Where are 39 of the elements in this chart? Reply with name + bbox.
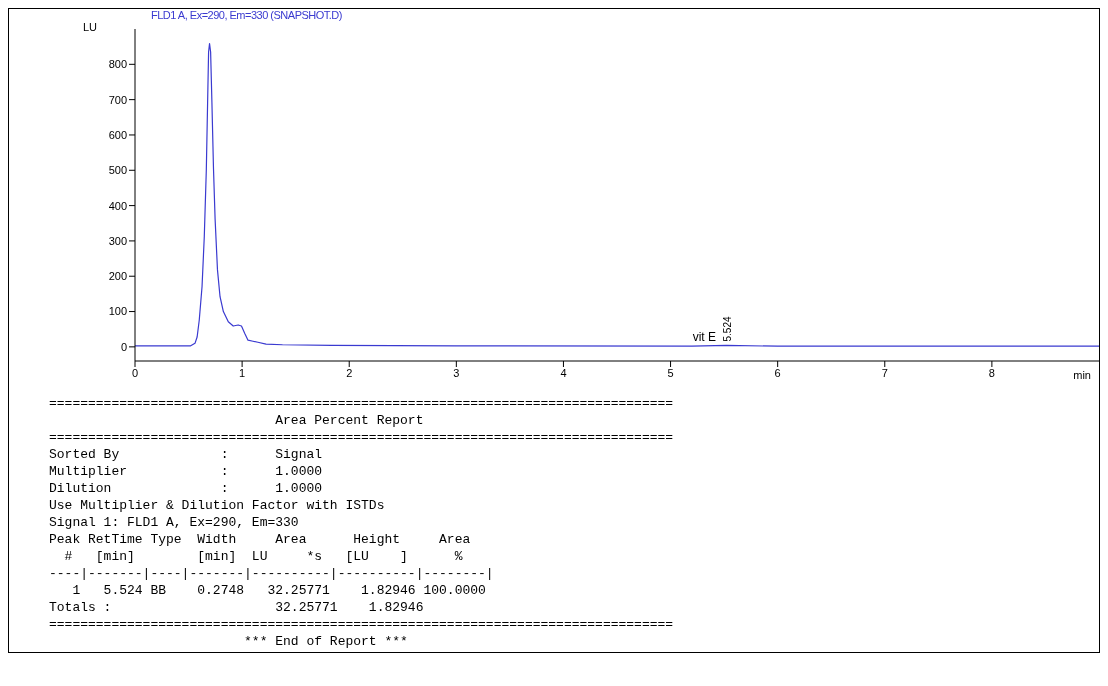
y-tick-label: 400 bbox=[108, 199, 127, 212]
x-tick-label: 6 bbox=[774, 366, 781, 379]
y-tick-label: 700 bbox=[108, 93, 127, 106]
text: ================================================================================ bbox=[49, 395, 675, 412]
text: ================================================================================ bbox=[49, 429, 675, 446]
y-tick-label: 100 bbox=[108, 305, 127, 318]
y-tick-label: 0 bbox=[120, 340, 127, 353]
text: Signal 1: FLD1 A, Ex=290, Em=330 bbox=[49, 514, 300, 531]
y-tick-label: 300 bbox=[108, 234, 127, 247]
text: ----|-------|----|-------|----------|----------|--------| bbox=[49, 565, 495, 582]
text: Area Percent Report bbox=[274, 412, 425, 429]
text: 1 5.524 BB 0.2748 32.25771 1.82946 100.0000 bbox=[71, 582, 487, 599]
text: ================================================================================ bbox=[49, 616, 675, 633]
text: # [min] [min] LU *s [LU ] % bbox=[63, 548, 464, 565]
y-axis-title: LU bbox=[83, 20, 98, 33]
text: Use Multiplier & Dilution Factor with ISTDs bbox=[49, 497, 386, 514]
annotation: 5.524 bbox=[721, 316, 733, 342]
x-tick-label: 2 bbox=[346, 366, 353, 379]
chart-title: FLD1 A, Ex=290, Em=330 (SNAPSHOT.D) bbox=[151, 9, 342, 21]
text: Totals : 32.25771 1.82946 bbox=[49, 599, 425, 616]
text: Multiplier : 1.0000 bbox=[49, 463, 324, 480]
y-tick-label: 500 bbox=[108, 164, 127, 177]
text: Sorted By : Signal bbox=[49, 446, 324, 463]
x-axis-title: min bbox=[1073, 369, 1091, 381]
line-series bbox=[135, 42, 1099, 347]
x-tick-label: 7 bbox=[881, 366, 888, 379]
text: Peak RetTime Type Width Area Height Area bbox=[49, 531, 472, 548]
y-tick-label: 200 bbox=[108, 270, 127, 283]
y-tick-label: 600 bbox=[108, 128, 127, 141]
x-tick-label: 3 bbox=[453, 366, 460, 379]
text: *** End of Report *** bbox=[243, 633, 409, 650]
x-tick-label: 0 bbox=[131, 366, 139, 379]
annotation: vit E bbox=[692, 330, 717, 345]
x-tick-label: 4 bbox=[560, 366, 567, 379]
x-tick-label: 8 bbox=[988, 366, 995, 379]
x-tick-label: 1 bbox=[239, 366, 246, 379]
x-tick-label: 5 bbox=[667, 366, 674, 379]
y-tick-label: 800 bbox=[108, 58, 127, 71]
text: Dilution : 1.0000 bbox=[49, 480, 324, 497]
